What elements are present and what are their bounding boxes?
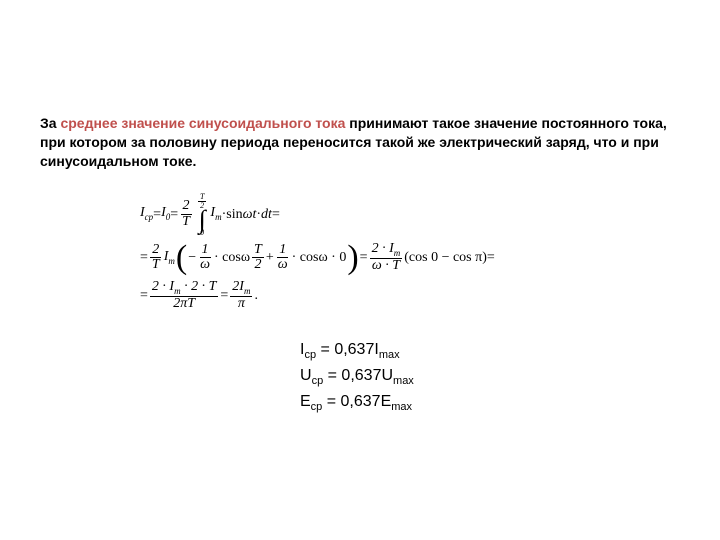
eq-sign: = bbox=[220, 288, 228, 303]
paren-cos: (cos 0 − cos π) bbox=[404, 250, 487, 265]
frac-T-over-2: T 2 bbox=[252, 243, 264, 273]
equation-block: Iср = I0 = 2 T T2 ∫ 0 Im · sin ωt · dt = bbox=[140, 193, 680, 312]
lead-eq: = bbox=[140, 288, 148, 303]
frac-2Im-over-wT: 2 · Im ω · T bbox=[370, 242, 403, 274]
intro-part2: принимают такое значение постоянного ток… bbox=[349, 115, 666, 131]
eq-sign: = bbox=[360, 250, 368, 265]
lead-eq: = bbox=[140, 250, 148, 265]
intro-line2: при котором за половину периода переноси… bbox=[40, 134, 659, 150]
arg-wt: ωt bbox=[243, 207, 257, 222]
eq-sign: = bbox=[170, 207, 178, 222]
integral-icon: T2 ∫ 0 bbox=[196, 193, 208, 236]
equation-line-1: Iср = I0 = 2 T T2 ∫ 0 Im · sin ωt · dt = bbox=[140, 193, 680, 236]
equation-line-3: = 2 · Im · 2 · T 2πT = 2Im π . bbox=[140, 280, 680, 312]
eq-tail: = bbox=[487, 250, 495, 265]
plus: + bbox=[266, 250, 274, 265]
dt: dt bbox=[261, 207, 272, 222]
eq-sign: = bbox=[153, 207, 161, 222]
sym-Im: Im bbox=[210, 205, 221, 223]
result-line: Uср = 0,637Umax bbox=[300, 364, 680, 390]
cos0: · cosω · 0 bbox=[292, 250, 347, 265]
result-line: Iср = 0,637Imax bbox=[300, 338, 680, 364]
sym-Icp: Iср bbox=[140, 205, 153, 223]
paren-open-icon: ( bbox=[175, 244, 188, 271]
intro-paragraph: За среднее значение синусоидального тока… bbox=[40, 114, 680, 171]
results-block: Iср = 0,637Imax Uср = 0,637Umax Eср = 0,… bbox=[300, 338, 680, 416]
sym-Im: Im bbox=[164, 249, 175, 267]
frac-1-over-w: 1 ω bbox=[276, 243, 290, 273]
equation-line-2: = 2 T Im ( − 1 ω · cosω T 2 + 1 ω · c bbox=[140, 242, 680, 274]
frac-1-over-w: 1 ω bbox=[198, 243, 212, 273]
intro-line3: синусоидальном токе. bbox=[40, 153, 196, 169]
frac-final-2: 2Im π bbox=[230, 280, 252, 312]
result-line: Eср = 0,637Emax bbox=[300, 390, 680, 416]
frac-2-over-T: 2 T bbox=[180, 199, 192, 229]
eq-tail: = bbox=[272, 207, 280, 222]
minus: − bbox=[188, 250, 196, 265]
intro-highlight: среднее значение синусоидального тока bbox=[60, 115, 349, 131]
frac-2-over-T: 2 T bbox=[150, 243, 162, 273]
intro-part1: За bbox=[40, 115, 60, 131]
paren-close-icon: ) bbox=[346, 244, 359, 271]
cosw: · cosω bbox=[214, 250, 250, 265]
sym-I0: I0 bbox=[161, 205, 170, 223]
period: . bbox=[254, 288, 258, 303]
slide-page: За среднее значение синусоидального тока… bbox=[0, 0, 720, 540]
sin: sin bbox=[226, 207, 242, 222]
frac-final-1: 2 · Im · 2 · T 2πT bbox=[150, 280, 218, 312]
